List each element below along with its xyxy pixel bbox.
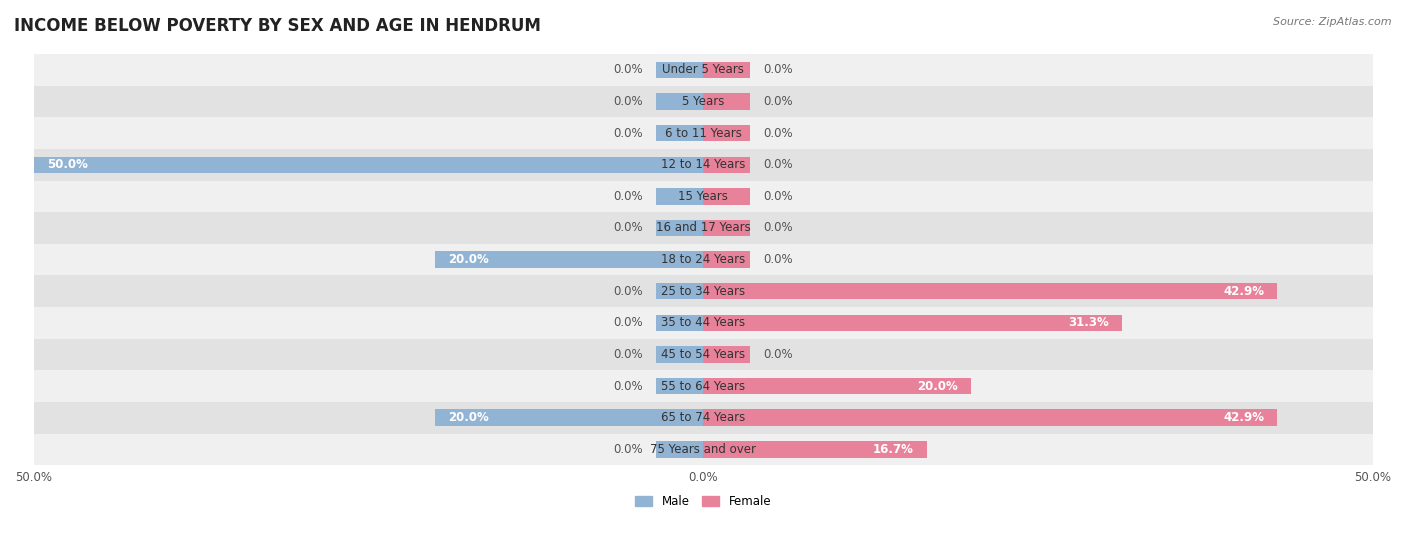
Text: 42.9%: 42.9%	[1223, 285, 1264, 298]
Bar	[703, 188, 749, 205]
Text: 0.0%: 0.0%	[613, 443, 643, 456]
Bar	[34, 156, 703, 173]
Bar	[34, 276, 1372, 307]
Bar	[657, 347, 703, 363]
Bar	[34, 434, 1372, 465]
Text: 0.0%: 0.0%	[613, 127, 643, 140]
Text: 75 Years and over: 75 Years and over	[650, 443, 756, 456]
Text: 6 to 11 Years: 6 to 11 Years	[665, 127, 741, 140]
Bar	[34, 371, 1372, 402]
Bar	[34, 117, 1372, 149]
Text: 0.0%: 0.0%	[613, 95, 643, 108]
Text: 16.7%: 16.7%	[872, 443, 914, 456]
Text: Source: ZipAtlas.com: Source: ZipAtlas.com	[1274, 17, 1392, 27]
Bar	[657, 441, 703, 458]
Text: 45 to 54 Years: 45 to 54 Years	[661, 348, 745, 361]
Text: 31.3%: 31.3%	[1069, 316, 1109, 329]
Text: 50.0%: 50.0%	[46, 158, 87, 171]
Bar	[34, 54, 1372, 86]
Text: 0.0%: 0.0%	[613, 348, 643, 361]
Text: 20.0%: 20.0%	[449, 253, 489, 266]
Bar	[703, 93, 749, 110]
Bar	[703, 220, 749, 236]
Bar	[657, 315, 703, 331]
Bar	[34, 181, 1372, 212]
Bar	[657, 61, 703, 78]
Text: 0.0%: 0.0%	[613, 316, 643, 329]
Bar	[34, 402, 1372, 434]
Text: 25 to 34 Years: 25 to 34 Years	[661, 285, 745, 298]
Bar	[34, 307, 1372, 339]
Bar	[436, 252, 703, 268]
Bar	[703, 61, 749, 78]
Bar	[657, 220, 703, 236]
Text: 18 to 24 Years: 18 to 24 Years	[661, 253, 745, 266]
Text: 0.0%: 0.0%	[763, 222, 793, 234]
Bar	[703, 347, 749, 363]
Bar	[703, 283, 1278, 300]
Text: 5 Years: 5 Years	[682, 95, 724, 108]
Text: Under 5 Years: Under 5 Years	[662, 64, 744, 76]
Bar	[34, 212, 1372, 244]
Bar	[34, 244, 1372, 276]
Text: INCOME BELOW POVERTY BY SEX AND AGE IN HENDRUM: INCOME BELOW POVERTY BY SEX AND AGE IN H…	[14, 17, 541, 35]
Text: 0.0%: 0.0%	[763, 95, 793, 108]
Bar	[703, 252, 749, 268]
Text: 0.0%: 0.0%	[613, 222, 643, 234]
Text: 20.0%: 20.0%	[449, 411, 489, 424]
Text: 0.0%: 0.0%	[613, 379, 643, 393]
Bar	[703, 378, 970, 395]
Text: 0.0%: 0.0%	[763, 253, 793, 266]
Text: 0.0%: 0.0%	[613, 190, 643, 203]
Text: 0.0%: 0.0%	[763, 158, 793, 171]
Bar	[703, 441, 927, 458]
Bar	[703, 156, 749, 173]
Bar	[34, 149, 1372, 181]
Text: 0.0%: 0.0%	[763, 190, 793, 203]
Text: 0.0%: 0.0%	[763, 127, 793, 140]
Text: 15 Years: 15 Years	[678, 190, 728, 203]
Bar	[657, 125, 703, 141]
Text: 0.0%: 0.0%	[613, 285, 643, 298]
Text: 55 to 64 Years: 55 to 64 Years	[661, 379, 745, 393]
Text: 0.0%: 0.0%	[763, 348, 793, 361]
Text: 65 to 74 Years: 65 to 74 Years	[661, 411, 745, 424]
Bar	[657, 283, 703, 300]
Bar	[657, 378, 703, 395]
Bar	[436, 410, 703, 426]
Text: 12 to 14 Years: 12 to 14 Years	[661, 158, 745, 171]
Bar	[34, 339, 1372, 371]
Text: 35 to 44 Years: 35 to 44 Years	[661, 316, 745, 329]
Text: 20.0%: 20.0%	[917, 379, 957, 393]
Bar	[34, 86, 1372, 117]
Text: 0.0%: 0.0%	[613, 64, 643, 76]
Bar	[657, 93, 703, 110]
Bar	[703, 125, 749, 141]
Text: 42.9%: 42.9%	[1223, 411, 1264, 424]
Bar	[703, 315, 1122, 331]
Bar	[657, 188, 703, 205]
Text: 16 and 17 Years: 16 and 17 Years	[655, 222, 751, 234]
Legend: Male, Female: Male, Female	[630, 490, 776, 513]
Text: 0.0%: 0.0%	[763, 64, 793, 76]
Bar	[703, 410, 1278, 426]
